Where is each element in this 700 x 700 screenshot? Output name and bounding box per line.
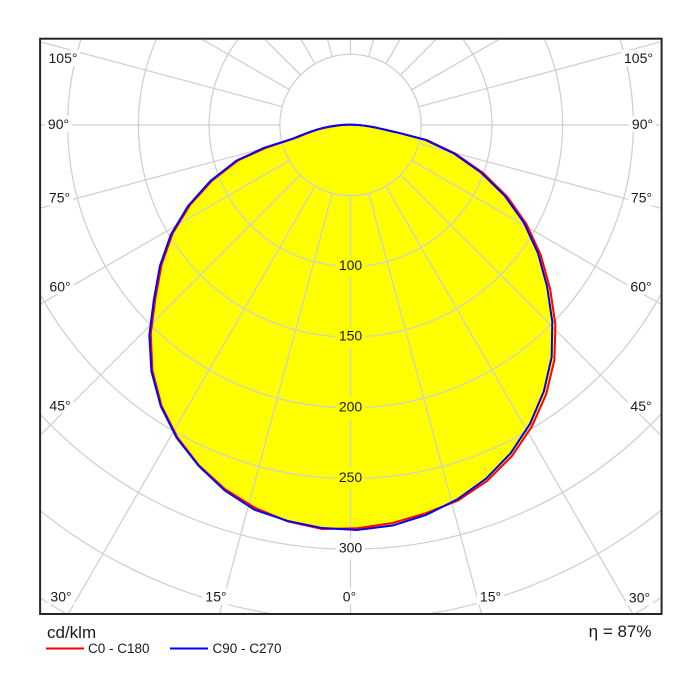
svg-text:η = 87%: η = 87%	[589, 622, 652, 641]
svg-text:300: 300	[339, 540, 363, 556]
svg-text:150: 150	[339, 328, 363, 344]
svg-text:C90 - C270: C90 - C270	[213, 641, 282, 656]
svg-text:60°: 60°	[49, 279, 70, 295]
svg-text:250: 250	[339, 469, 363, 485]
svg-text:30°: 30°	[629, 590, 650, 606]
svg-text:30°: 30°	[50, 589, 71, 605]
svg-text:90°: 90°	[48, 116, 69, 132]
svg-text:0°: 0°	[343, 589, 356, 605]
svg-text:105°: 105°	[624, 50, 653, 66]
svg-text:105°: 105°	[49, 50, 78, 66]
svg-text:60°: 60°	[630, 279, 651, 295]
svg-text:90°: 90°	[632, 116, 653, 132]
svg-text:45°: 45°	[49, 398, 70, 414]
svg-text:100: 100	[339, 257, 363, 273]
svg-text:15°: 15°	[480, 589, 501, 605]
svg-text:45°: 45°	[630, 398, 651, 414]
svg-text:C0 - C180: C0 - C180	[88, 641, 150, 656]
svg-text:75°: 75°	[49, 190, 70, 206]
svg-text:cd/klm: cd/klm	[47, 623, 96, 642]
svg-text:200: 200	[339, 398, 363, 414]
svg-text:15°: 15°	[205, 589, 226, 605]
svg-text:75°: 75°	[631, 190, 652, 206]
